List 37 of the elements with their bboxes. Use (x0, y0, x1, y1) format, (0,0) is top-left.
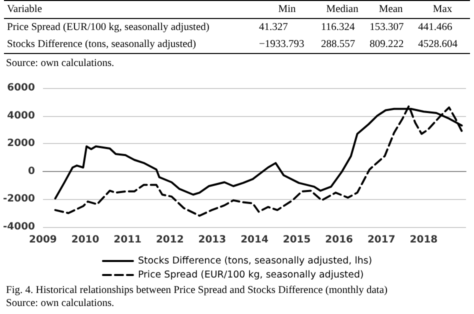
text: 441.466 (417, 21, 454, 35)
source-note: Source: own calculations. (6, 297, 116, 310)
y-tick-label: -2000 (3, 194, 36, 205)
text: Mean (366, 0, 416, 18)
x-tick-label: 2014 (240, 234, 268, 246)
y-tick-label: -4000 (3, 222, 36, 232)
x-tick-label: 2016 (325, 234, 354, 246)
text: Fig. 4. Historical relationships between Price Spread and Stocks Difference (monthly data) (6, 284, 388, 297)
legend-label: Stocks Difference (tons, seasonally adjusted, lhs) (138, 256, 372, 266)
text: 41.327 (258, 21, 289, 35)
text: Min (256, 0, 318, 18)
y-tick-label: 0 (28, 166, 36, 177)
text: 153.307 (368, 21, 405, 35)
text: Variable (4, 0, 256, 18)
y-tick-label: 4000 (7, 110, 36, 122)
text: −1933.793 (258, 38, 306, 52)
x-tick-label: 2015 (282, 234, 311, 246)
text: 288.557 (320, 38, 356, 52)
text: 116.324 (320, 21, 356, 35)
text: 4528.604 (417, 38, 458, 52)
x-tick-label: 2018 (410, 234, 438, 246)
text: 809.222 (368, 38, 405, 52)
y-tick-label: 6000 (7, 82, 36, 94)
source-note: Source: own calculations. (6, 58, 116, 69)
text: Median (318, 0, 367, 18)
x-tick-label: 2012 (156, 234, 184, 246)
x-tick-label: 2009 (29, 234, 57, 246)
x-tick-label: 2017 (367, 234, 396, 246)
text: Price Spread (EUR/100 kg, seasonally adjusted) (6, 21, 210, 35)
text: Stocks Difference (tons, seasonally adjusted) (6, 38, 198, 52)
x-tick-label: 2011 (114, 234, 142, 246)
line-series (54, 105, 463, 217)
legend-label: Price Spread (EUR/100 kg, seasonally adjusted) (138, 270, 364, 280)
text: Max (415, 0, 470, 18)
x-tick-label: 2010 (71, 234, 100, 246)
x-tick-label: 2013 (198, 234, 226, 246)
y-tick-label: 2000 (7, 138, 36, 150)
